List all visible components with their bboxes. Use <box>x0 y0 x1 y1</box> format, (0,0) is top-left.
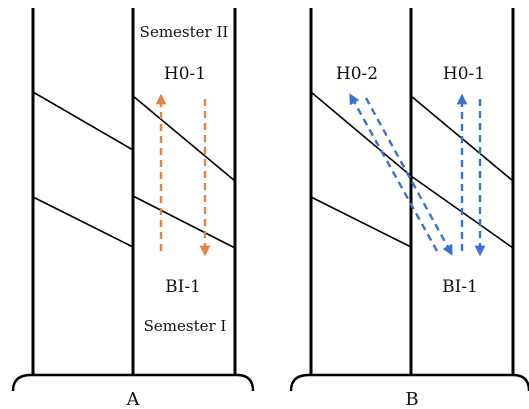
panel-a-top-label: Semester II <box>140 23 229 41</box>
panel-a-right-upper-line <box>132 95 236 182</box>
panel-b-left-upper-line <box>310 91 412 177</box>
panel-b-diagonal-up-arrow <box>349 93 439 252</box>
panel-a-bottom-label: Semester I <box>144 317 227 335</box>
panel-b-diagonal-down-arrow <box>364 97 453 256</box>
panel-b-left-lower-line <box>310 196 412 248</box>
panel-a-left-upper-line <box>32 91 134 151</box>
panel-a-left-lower-line <box>32 196 134 248</box>
panel-a-upper-code: H0-1 <box>164 64 206 84</box>
panel-a-lower-code: BI-1 <box>165 277 201 297</box>
panel-b-lower-code: BI-1 <box>442 277 478 297</box>
panel-b-left-code: H0-2 <box>336 64 378 84</box>
panel-b-upper-code: H0-1 <box>443 64 485 84</box>
panel-a: Semester II H0-1 BI-1 Semester I A <box>11 8 255 409</box>
panel-a-caption: A <box>126 389 141 409</box>
panel-b: H0-2 H0-1 BI-1 B <box>289 8 529 409</box>
panel-a-bracket <box>11 373 255 392</box>
panel-a-right-lower-line <box>132 195 236 249</box>
panel-b-bracket <box>289 373 529 392</box>
panel-b-caption: B <box>405 389 418 409</box>
